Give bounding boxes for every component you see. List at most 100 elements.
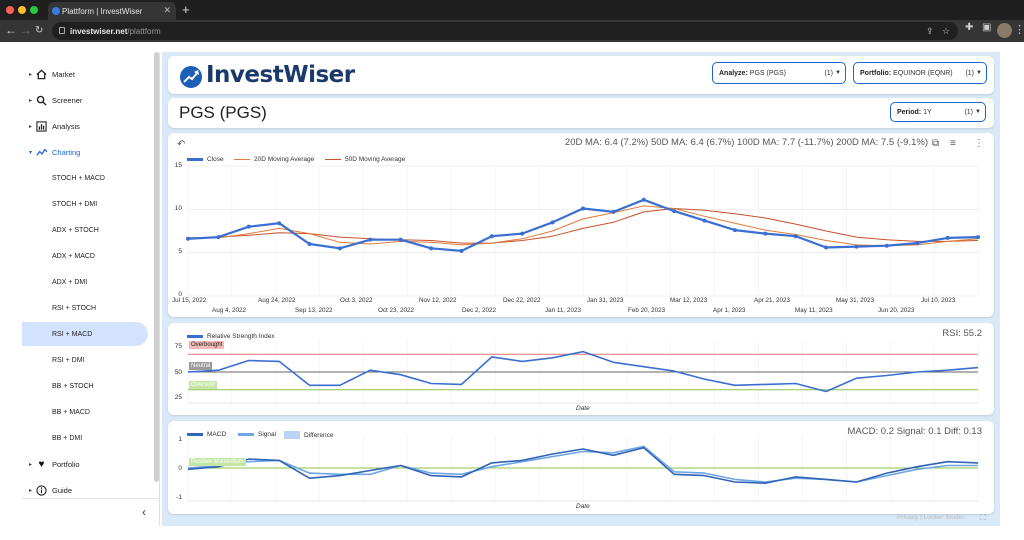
analyze-select[interactable]: Analyze: PGS (PGS) (1) ▼ xyxy=(712,62,846,84)
fullscreen-icon[interactable]: ⛶ xyxy=(980,513,986,522)
more-options-icon[interactable]: ⋮ xyxy=(974,138,984,149)
sidebar-collapse-button[interactable]: ‹ xyxy=(22,498,160,526)
main-content: InvestWiser Analyze: PGS (PGS) (1) ▼ Por… xyxy=(162,52,1000,526)
maximize-window-icon[interactable] xyxy=(30,6,38,14)
bookmark-star-icon[interactable]: ☆ xyxy=(942,26,951,36)
heart-icon: ♥ xyxy=(38,458,45,470)
bar-chart-icon xyxy=(36,120,47,132)
sidebar-subitem-bb-stoch[interactable]: BB + STOCH xyxy=(22,374,148,398)
y-tick: 50 xyxy=(174,369,182,376)
export-chart-icon[interactable]: ⧉ xyxy=(932,138,940,149)
sidebar-subitem-rsi-stoch[interactable]: RSI + STOCH xyxy=(22,296,148,320)
close-window-icon[interactable] xyxy=(6,6,14,14)
sidebar-subitem-label: RSI + DMI xyxy=(52,356,85,364)
positive-momentum-label: Positive Momentum xyxy=(189,458,246,466)
sidebar-subitem-bb-macd[interactable]: BB + MACD xyxy=(22,400,148,424)
data-point xyxy=(824,245,829,250)
x-tick: Feb 20, 2023 xyxy=(628,307,666,314)
url-input[interactable]: investwiser.net/plattform ⇪ ☆ xyxy=(52,22,958,40)
dropdown-arrow-icon: ▼ xyxy=(835,70,841,76)
x-tick: Oct 3, 2022 xyxy=(340,297,373,304)
legend-label: 20D Moving Average xyxy=(254,156,315,163)
sidebar-subitem-stoch-dmi[interactable]: STOCH + DMI xyxy=(22,192,148,216)
extensions-icon[interactable]: ✚ xyxy=(965,22,974,33)
expand-arrow-icon: ▸ xyxy=(29,461,33,468)
expand-arrow-icon: ▸ xyxy=(29,487,33,494)
legend-label: Close xyxy=(207,156,224,163)
data-point xyxy=(641,197,646,202)
data-point xyxy=(246,224,251,229)
sidebar-item-label: Market xyxy=(52,69,75,79)
browser-tabbar: Plattform | InvestWiser ✕ + xyxy=(0,0,1024,20)
x-tick: Apr 1, 2023 xyxy=(713,307,746,314)
ma20-line xyxy=(188,205,979,247)
x-tick: Jul 10, 2023 xyxy=(921,297,956,304)
sidebar-subitem-bb-dmi[interactable]: BB + DMI xyxy=(22,426,148,450)
sidebar-item-label: Screener xyxy=(52,95,83,105)
sidebar-subitem-adx-macd[interactable]: ADX + MACD xyxy=(22,244,148,268)
sidepanel-icon[interactable]: ▣ xyxy=(982,22,992,33)
data-point xyxy=(763,231,768,236)
sidebar-subitem-adx-dmi[interactable]: ADX + DMI xyxy=(22,270,148,294)
undo-icon[interactable]: ↶ xyxy=(177,139,186,150)
expand-arrow-icon: ▸ xyxy=(29,71,33,78)
x-tick: Jun 20, 2023 xyxy=(878,307,915,314)
info-icon xyxy=(36,484,47,496)
favicon-icon xyxy=(52,7,60,15)
sidebar-scrollbar[interactable] xyxy=(154,52,159,482)
analyze-count: (1) xyxy=(824,69,833,77)
rsi-line xyxy=(187,350,979,393)
sidebar-item-guide[interactable]: ▸ Guide xyxy=(22,479,148,501)
sidebar-subitem-rsi-macd[interactable]: RSI + MACD xyxy=(22,322,148,346)
minimize-window-icon[interactable] xyxy=(18,6,26,14)
x-tick: Dec 2, 2022 xyxy=(462,307,496,314)
sidebar-item-analysis[interactable]: ▸ Analysis xyxy=(22,115,148,137)
data-point xyxy=(854,244,859,249)
sidebar-item-charting[interactable]: ▾ Charting xyxy=(22,141,148,163)
sidebar-subitem-label: BB + DMI xyxy=(52,434,83,442)
close-tab-icon[interactable]: ✕ xyxy=(163,5,171,15)
data-point xyxy=(732,228,737,233)
footer-links[interactable]: Privacy | Looker Studio xyxy=(897,514,964,521)
filter-icon[interactable]: ≡ xyxy=(950,138,956,149)
sidebar-item-label: Charting xyxy=(52,147,81,157)
browser-tab[interactable]: Plattform | InvestWiser ✕ xyxy=(48,2,176,20)
sidebar-subitem-adx-stoch[interactable]: ADX + STOCH xyxy=(22,218,148,242)
profile-avatar[interactable] xyxy=(997,23,1012,38)
legend-difference: Difference xyxy=(284,431,334,439)
period-select[interactable]: Period: 1Y (1) ▼ xyxy=(890,102,986,122)
legend-ma20: 20D Moving Average xyxy=(234,156,314,163)
portfolio-value: EQUINOR (EQNR) xyxy=(893,69,953,77)
neutral-label: Neutral xyxy=(189,362,213,370)
data-point xyxy=(915,241,920,246)
legend-signal: Signal xyxy=(238,431,276,438)
back-icon[interactable]: ← xyxy=(5,23,17,37)
browser-menu-icon[interactable]: ⋮ xyxy=(1014,24,1024,36)
data-point xyxy=(611,209,616,214)
new-tab-icon[interactable]: + xyxy=(182,2,190,17)
data-point xyxy=(945,235,950,240)
reload-icon[interactable]: ↻ xyxy=(35,25,44,36)
period-count: (1) xyxy=(964,108,973,116)
sidebar-subitem-rsi-dmi[interactable]: RSI + DMI xyxy=(22,348,148,372)
y-tick: 15 xyxy=(174,162,182,169)
sidebar-subitem-label: ADX + STOCH xyxy=(52,226,99,234)
data-point xyxy=(429,246,434,251)
portfolio-select[interactable]: Portfolio: EQUINOR (EQNR) (1) ▼ xyxy=(853,62,987,84)
dropdown-arrow-icon: ▼ xyxy=(976,70,982,76)
sidebar-item-market[interactable]: ▸ Market xyxy=(22,63,148,85)
macd-chart-card: MACD Signal Difference MACD: 0.2 Signal:… xyxy=(168,421,994,514)
sidebar-item-portfolio[interactable]: ▸ ♥ Portfolio xyxy=(22,453,148,475)
forward-icon[interactable]: → xyxy=(20,23,32,37)
oversold-label: Oversold xyxy=(189,381,218,389)
sidebar-item-screener[interactable]: ▸ Screener xyxy=(22,89,148,111)
portfolio-count: (1) xyxy=(965,69,974,77)
legend-close: Close xyxy=(187,156,224,163)
sidebar-subitem-stoch-macd[interactable]: STOCH + MACD xyxy=(22,166,148,190)
legend-label: Relative Strength Index xyxy=(207,333,275,340)
sidebar-item-label: Guide xyxy=(52,485,73,495)
share-icon[interactable]: ⇪ xyxy=(926,26,934,36)
data-point xyxy=(368,237,373,242)
period-label: Period: xyxy=(897,108,922,116)
data-point xyxy=(702,218,707,223)
